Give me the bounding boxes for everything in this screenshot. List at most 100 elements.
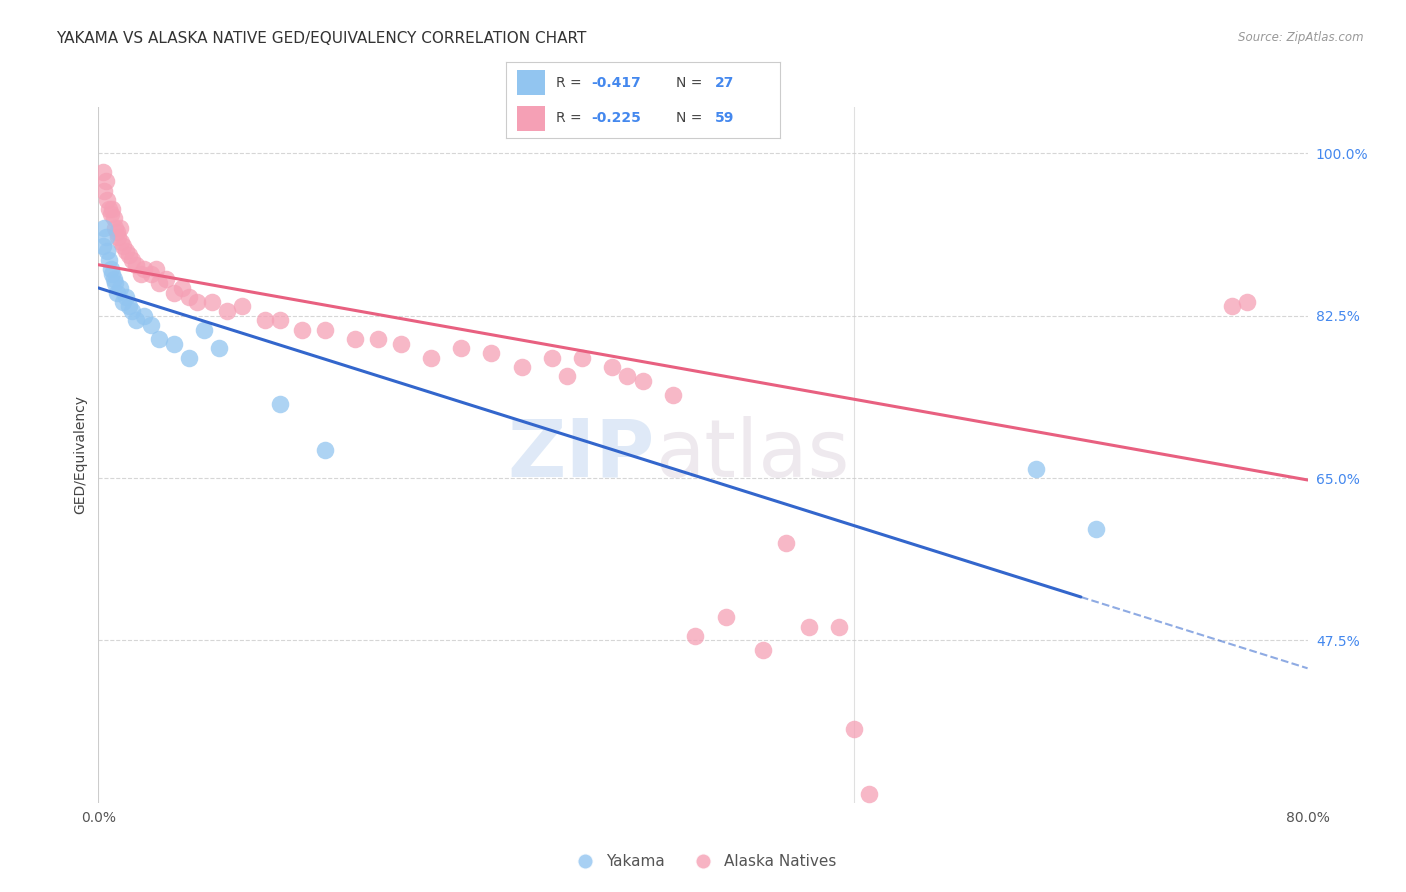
Point [201,294,224,309]
Point [193,323,215,337]
Text: 27: 27 [714,76,734,89]
Point [93,220,115,235]
Point [141,267,163,281]
Point [844,722,866,736]
Text: YAKAMA VS ALASKA NATIVE GED/EQUIVALENCY CORRELATION CHART: YAKAMA VS ALASKA NATIVE GED/EQUIVALENCY … [56,31,586,46]
Point [148,277,170,291]
Point [170,281,193,295]
Point [129,267,152,281]
Point [367,332,389,346]
Point [215,304,238,318]
Point [108,220,131,235]
Point [118,300,141,314]
Point [105,225,128,239]
Point [389,336,412,351]
Point [118,248,141,262]
Point [98,202,121,216]
Point [510,359,533,374]
Text: -0.417: -0.417 [591,76,641,89]
Point [179,351,201,365]
Point [111,294,134,309]
Point [208,341,231,355]
Point [94,230,117,244]
Point [114,290,136,304]
Point [291,323,314,337]
Point [96,244,118,258]
Point [662,387,685,401]
Point [94,174,117,188]
Point [179,290,201,304]
Point [231,300,253,314]
Point [108,281,131,295]
Point [631,374,654,388]
Point [269,397,291,411]
Point [104,220,127,235]
Point [145,262,167,277]
Text: N =: N = [676,112,707,125]
Point [714,610,737,624]
Point [163,336,186,351]
FancyBboxPatch shape [517,70,544,95]
Point [540,351,562,365]
Text: 59: 59 [714,112,734,125]
Point [132,309,155,323]
Point [1220,300,1243,314]
Text: ZIP: ZIP [508,416,655,494]
Point [114,244,136,258]
Text: N =: N = [676,76,707,89]
Text: Source: ZipAtlas.com: Source: ZipAtlas.com [1239,31,1364,45]
Point [555,369,578,384]
Point [91,239,114,253]
Point [685,629,707,643]
Point [93,184,115,198]
Y-axis label: GED/Equivalency: GED/Equivalency [73,395,87,515]
Point [98,253,121,268]
Point [828,619,851,633]
Text: atlas: atlas [655,416,849,494]
Text: R =: R = [555,76,585,89]
Point [163,285,186,300]
Point [253,313,276,327]
Point [103,211,125,226]
Legend: Yakama, Alaska Natives: Yakama, Alaska Natives [564,848,842,875]
Point [186,294,208,309]
Point [125,313,148,327]
Point [103,271,125,285]
Point [101,267,124,281]
Point [96,193,118,207]
Point [104,277,127,291]
Point [314,323,336,337]
Point [100,262,122,277]
Point [132,262,155,277]
Point [602,359,624,374]
Point [314,443,336,458]
Point [481,346,503,360]
Point [91,165,114,179]
Point [121,304,143,318]
Text: R =: R = [555,112,585,125]
Point [141,318,163,332]
Point [797,619,820,633]
Point [111,239,134,253]
Point [420,351,443,365]
Point [148,332,170,346]
Point [155,271,177,285]
FancyBboxPatch shape [517,105,544,130]
Point [121,253,143,268]
Point [1236,294,1258,309]
Text: -0.225: -0.225 [591,112,641,125]
Point [100,207,122,221]
Point [775,536,797,550]
Point [752,642,775,657]
Point [125,258,148,272]
Point [450,341,472,355]
Point [616,369,638,384]
Point [107,230,129,244]
Point [1024,462,1046,476]
Point [105,285,128,300]
Point [1085,522,1108,536]
Point [858,787,880,801]
Point [110,235,132,249]
Point [269,313,291,327]
Point [571,351,593,365]
